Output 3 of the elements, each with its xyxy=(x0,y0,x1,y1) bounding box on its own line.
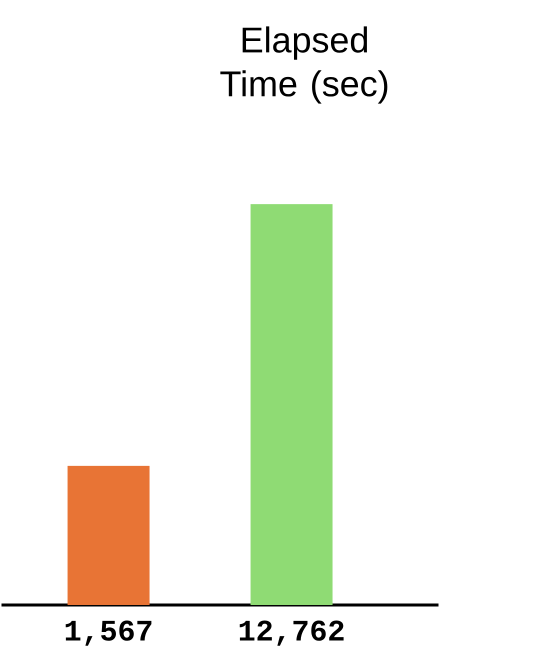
x-tick-label: 1,567 xyxy=(66,620,152,646)
chart-title: Elapsed Time (sec) xyxy=(220,26,388,104)
x-tick-label: 12,762 xyxy=(240,620,344,646)
